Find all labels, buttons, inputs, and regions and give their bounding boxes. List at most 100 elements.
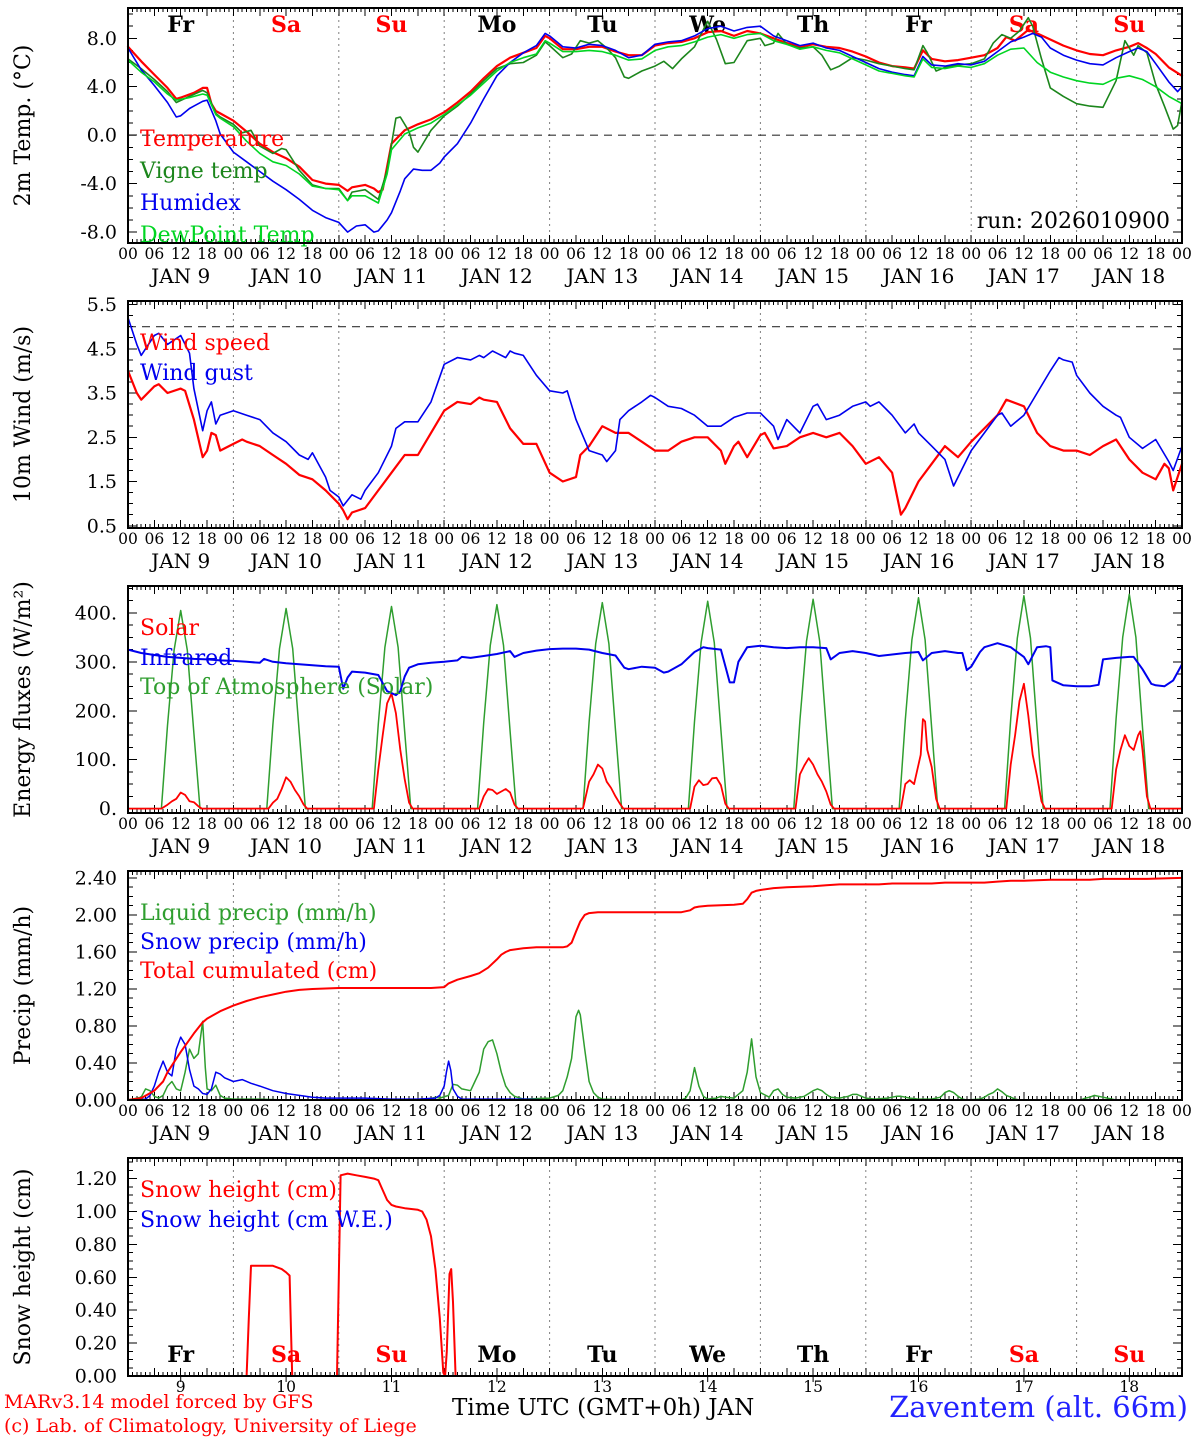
x-hour-label: 18 bbox=[830, 530, 850, 548]
x-hour-label: 12 bbox=[382, 530, 402, 548]
y-tick-label: 400. bbox=[75, 602, 117, 624]
x-hour-label: 12 bbox=[487, 1102, 507, 1120]
x-day-label: JAN 11 bbox=[354, 834, 428, 858]
legend-humidex: Humidex bbox=[140, 191, 241, 216]
x-hour-label: 18 bbox=[197, 815, 217, 833]
x-hour-label: 06 bbox=[671, 245, 691, 263]
x-day-label: JAN 10 bbox=[248, 549, 322, 573]
series-dewpoint-temp bbox=[127, 32, 1183, 204]
y-tick-label: 0.0 bbox=[87, 125, 117, 147]
x-hour-label: 18 bbox=[724, 1102, 744, 1120]
panel-border bbox=[127, 7, 1183, 244]
y-tick-label: 1.60 bbox=[75, 941, 117, 963]
legend-vigne-temp: Vigne temp bbox=[139, 159, 268, 184]
x-hour-label: 06 bbox=[777, 530, 797, 548]
y-tick-label: 8.0 bbox=[87, 28, 117, 50]
weekday-label: Su bbox=[1113, 1342, 1145, 1368]
y-tick-label: 0.40 bbox=[75, 1300, 117, 1322]
x-hour-label: 00 bbox=[329, 1102, 349, 1120]
x-hour-label: 06 bbox=[671, 1102, 691, 1120]
x-hour-label: 06 bbox=[988, 245, 1008, 263]
x-hour-label: 00 bbox=[645, 245, 665, 263]
y-tick-label: 0.80 bbox=[75, 1234, 117, 1256]
x-hour-label: 18 bbox=[935, 815, 955, 833]
series-wind-gust bbox=[127, 316, 1183, 507]
x-hour-label: 18 bbox=[1146, 530, 1166, 548]
x-hour-label: 00 bbox=[1067, 530, 1087, 548]
y-tick-label: 1.20 bbox=[75, 1168, 117, 1190]
x-hour-label: 00 bbox=[961, 530, 981, 548]
y-tick-label: 5.5 bbox=[87, 294, 117, 316]
x-hour-label: 00 bbox=[751, 245, 771, 263]
x-day-label: JAN 17 bbox=[986, 1121, 1060, 1145]
x-day-label: JAN 17 bbox=[986, 549, 1060, 573]
y-tick-label: 4.0 bbox=[87, 76, 117, 98]
weekday-label: Fr bbox=[905, 1342, 932, 1368]
x-hour-label: 00 bbox=[540, 245, 560, 263]
footer-credit-1: MARv3.14 model forced by GFS bbox=[4, 1391, 314, 1413]
panel-border bbox=[127, 870, 1183, 1101]
x-hour-label: 06 bbox=[1093, 530, 1113, 548]
x-day-label: JAN 16 bbox=[881, 264, 955, 288]
x-hour-label: 00 bbox=[751, 530, 771, 548]
x-hour-label: 18 bbox=[830, 1102, 850, 1120]
x-hour-label: 06 bbox=[777, 1102, 797, 1120]
x-hour-label: 18 bbox=[408, 1102, 428, 1120]
x-hour-label: 12 bbox=[276, 530, 296, 548]
x-hour-label: 00 bbox=[224, 530, 244, 548]
panel-energy: 400.300.200.100.0.00 06 12 18 00 06 12 18 00 06 12… bbox=[11, 581, 1192, 858]
x-hour-label: 00 bbox=[1067, 815, 1087, 833]
x-hour-label: 06 bbox=[671, 815, 691, 833]
run-label: run: 2026010900 bbox=[976, 209, 1170, 234]
x-hour-label: 06 bbox=[566, 245, 586, 263]
x-hour-label: 00 bbox=[118, 530, 138, 548]
weekday-label: Su bbox=[376, 1342, 408, 1368]
y-axis-title: 2m Temp. (°C) bbox=[11, 45, 36, 207]
x-hour-label: 00 bbox=[1067, 245, 1087, 263]
series-solar bbox=[127, 682, 1183, 810]
x-hour-label: 06 bbox=[566, 1102, 586, 1120]
y-axis-title: Energy fluxes (W/m²) bbox=[11, 581, 36, 818]
x-hour-label: 18 bbox=[303, 1102, 323, 1120]
x-hour-label: 18 bbox=[830, 245, 850, 263]
x-hour-label: 12 bbox=[171, 530, 191, 548]
x-hour-label: 00 bbox=[1172, 530, 1192, 548]
x-hour-label: 18 bbox=[935, 245, 955, 263]
x-hour-label: 00 bbox=[1172, 815, 1192, 833]
y-tick-label: 1.5 bbox=[87, 471, 117, 493]
x-day-label: JAN 16 bbox=[881, 549, 955, 573]
y-tick-label: 0.40 bbox=[75, 1052, 117, 1074]
x-hour-label: 06 bbox=[988, 815, 1008, 833]
weekday-label: Sa bbox=[271, 1342, 301, 1368]
legend-wind-gust: Wind gust bbox=[140, 361, 253, 386]
x-hour-label: 12 bbox=[698, 815, 718, 833]
y-tick-label: -8.0 bbox=[80, 222, 117, 244]
x-day-label: JAN 10 bbox=[248, 264, 322, 288]
x-hour-label: 06 bbox=[988, 530, 1008, 548]
x-hour-label: 00 bbox=[540, 1102, 560, 1120]
x-hour-label: 18 bbox=[197, 1102, 217, 1120]
x-hour-label: 12 bbox=[171, 815, 191, 833]
x-hour-label: 18 bbox=[408, 815, 428, 833]
x-day-number: 14 bbox=[698, 1378, 718, 1396]
y-tick-label: 0.00 bbox=[75, 1366, 117, 1388]
x-hour-label: 00 bbox=[540, 815, 560, 833]
y-tick-label: 1.00 bbox=[75, 1201, 117, 1223]
x-hour-label: 06 bbox=[250, 1102, 270, 1120]
x-day-number: 13 bbox=[592, 1378, 612, 1396]
weekday-label: Mo bbox=[477, 12, 516, 38]
y-tick-label: 2.5 bbox=[87, 427, 117, 449]
x-day-label: JAN 13 bbox=[564, 264, 638, 288]
panel-precip: 2.402.001.601.200.800.400.00 00 06 12 18 00 06… bbox=[11, 867, 1192, 1145]
x-hour-label: 00 bbox=[224, 815, 244, 833]
x-day-label: JAN 10 bbox=[248, 1121, 322, 1145]
panel-border bbox=[127, 300, 1183, 529]
x-hour-label: 00 bbox=[856, 245, 876, 263]
y-tick-label: 200. bbox=[75, 700, 117, 722]
x-hour-label: 06 bbox=[671, 530, 691, 548]
x-day-number: 18 bbox=[1119, 1378, 1139, 1396]
y-axis-title: Snow height (cm) bbox=[11, 1169, 36, 1366]
x-day-label: JAN 14 bbox=[670, 264, 744, 288]
weekday-label: Su bbox=[376, 12, 408, 38]
x-hour-label: 06 bbox=[355, 245, 375, 263]
